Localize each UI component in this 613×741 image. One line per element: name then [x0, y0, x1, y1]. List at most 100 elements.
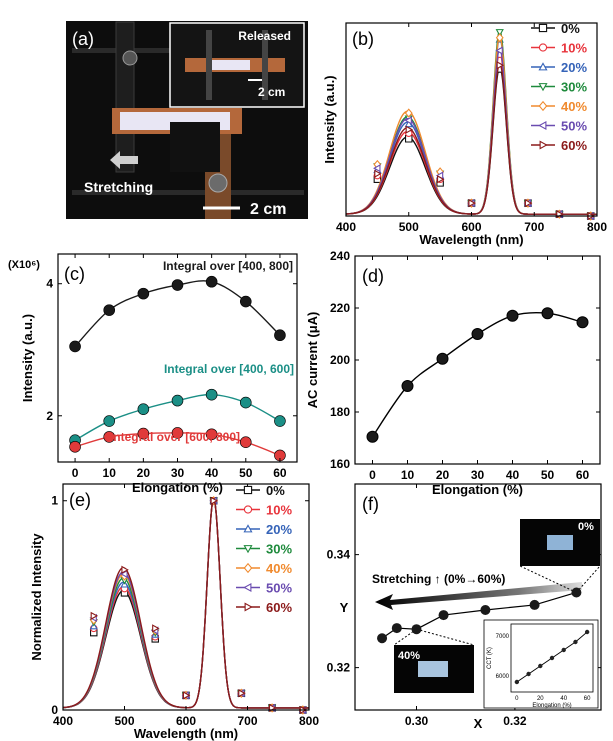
legend-marker: [243, 505, 253, 514]
panel-d-frame: [354, 255, 601, 465]
legend-label: 40%: [266, 561, 292, 576]
panel-c-chart: Integral over [400, 800] Integral over [4…: [8, 253, 298, 495]
y-tick-label: 0.34: [327, 548, 351, 562]
data-point: [405, 125, 414, 134]
data-point: [103, 431, 116, 443]
x-tick-label: 600: [176, 714, 196, 728]
series-line-0%: [345, 66, 597, 215]
panel-e-chart: 400 500 600 700 800 0 1 Wavelength (nm) Normaliz…: [29, 483, 319, 741]
panel-label: (c): [64, 264, 85, 284]
data-point: [471, 328, 484, 340]
data-point: [210, 496, 219, 505]
data-point: [436, 352, 449, 365]
x-tick-label: 60: [576, 468, 590, 482]
data-point: [401, 380, 414, 392]
data-point: [205, 388, 218, 401]
inset-data-point: [538, 663, 543, 669]
data-point: [171, 394, 184, 407]
data-point: [506, 309, 519, 322]
inset-scale-label: 2 cm: [258, 85, 285, 99]
legend-label: 30%: [266, 542, 292, 557]
inset-data-point: [573, 639, 578, 645]
inset-x-tick-label: 0: [515, 696, 519, 702]
x-tick-label: 800: [299, 714, 319, 728]
legend-marker: [538, 83, 548, 92]
panel-d-chart: 0 10 20 30 40 50 60 160 180 200 220 240 Elongation (…: [305, 249, 601, 497]
stretching-annotation: Stretching ↑ (0%→60%): [372, 572, 505, 586]
legend-label: 10%: [561, 41, 587, 56]
y-tick-label: 180: [330, 405, 350, 419]
y-tick-label: 160: [330, 457, 350, 471]
data-point: [239, 396, 252, 409]
data-point: [495, 33, 504, 43]
data-point: [438, 610, 449, 621]
y-tick-label: 1: [51, 494, 58, 508]
stretching-label: Stretching: [84, 179, 153, 195]
data-point: [480, 604, 491, 615]
x-axis-label: Wavelength (nm): [134, 726, 238, 741]
photo-bottom-label: 40%: [398, 650, 420, 662]
x-tick-label: 10: [401, 468, 415, 482]
legend-marker: [244, 602, 253, 612]
data-point: [571, 587, 582, 598]
data-point: [238, 689, 246, 698]
x-tick-label: 400: [53, 714, 73, 728]
scale-label: 2 cm: [250, 201, 286, 218]
inset-y-tick-label: 6000: [496, 674, 510, 680]
x-tick-label: 700: [237, 714, 257, 728]
data-point: [182, 691, 191, 700]
data-point: [391, 623, 402, 634]
y-axis-label: Intensity (a.u.): [20, 314, 35, 402]
y-tick-label: 0.32: [327, 661, 351, 675]
series-line-10%: [345, 51, 597, 215]
x-tick-label: 50: [541, 468, 555, 482]
data-point: [377, 633, 388, 644]
panel-f-frame: [354, 483, 602, 711]
data-point: [404, 119, 413, 128]
stretching-arrow-icon: [375, 582, 582, 610]
guide-line: [416, 628, 475, 646]
x-tick-label: 0.30: [405, 714, 429, 728]
data-point: [524, 198, 533, 208]
series-label: Integral over [400, 800]: [163, 259, 293, 273]
y-tick-label: 4: [46, 277, 53, 291]
x-tick-label: 700: [524, 220, 544, 234]
legend-label: 60%: [266, 600, 292, 615]
screw: [208, 173, 228, 193]
x-tick-label: 20: [137, 466, 151, 480]
legend-marker: [243, 485, 253, 495]
legend-label: 40%: [561, 99, 587, 114]
inset-x-axis-label: Elongation (%): [532, 703, 571, 709]
data-point: [205, 428, 218, 441]
legend-marker: [243, 582, 252, 593]
data-point: [374, 169, 382, 178]
data-point: [576, 316, 589, 329]
data-point: [468, 198, 476, 208]
photo-top-label: 0%: [578, 521, 594, 533]
data-point: [137, 403, 150, 415]
data-point: [437, 175, 445, 184]
legend-marker: [538, 120, 547, 131]
legend-marker: [243, 562, 253, 574]
legend-label: 60%: [561, 138, 587, 153]
x-axis-label: Elongation (%): [432, 482, 523, 497]
x-tick-label: 40: [205, 466, 219, 480]
y-tick-label: 220: [330, 301, 350, 315]
inset-data-point: [514, 679, 520, 685]
x-tick-label: 800: [587, 220, 607, 234]
series-label: Integral over [600, 800]: [110, 430, 240, 444]
inset-data-point: [584, 629, 590, 635]
panel-f-photo-top: 0%: [520, 519, 600, 566]
series-label: Integral over [400, 600]: [164, 362, 294, 376]
legend-marker: [538, 100, 548, 112]
data-point: [366, 430, 379, 443]
x-tick-label: 30: [171, 466, 185, 480]
x-axis-label: Wavelength (nm): [419, 232, 523, 247]
data-point: [411, 624, 422, 635]
data-point: [274, 415, 286, 427]
x-tick-label: 600: [461, 220, 481, 234]
legend-label: 0%: [266, 483, 285, 498]
legend-label: 20%: [561, 60, 587, 75]
data-point: [69, 340, 81, 353]
